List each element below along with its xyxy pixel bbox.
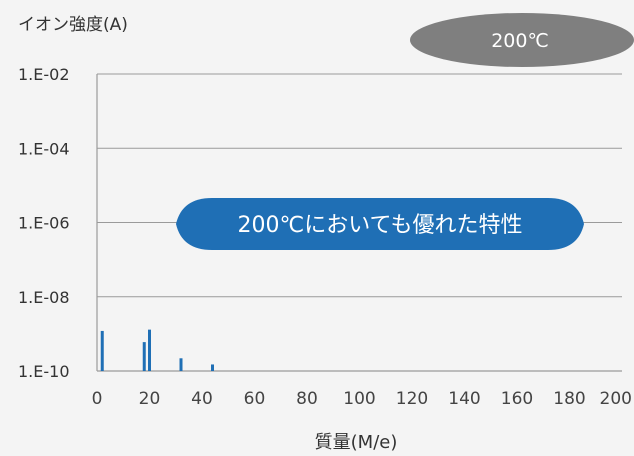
y-tick-label: 1.E-06 bbox=[18, 214, 70, 233]
x-tick-label: 200 bbox=[600, 389, 632, 409]
temperature-badge: 200℃ bbox=[410, 13, 634, 67]
y-tick-label: 1.E-02 bbox=[18, 65, 70, 84]
callout-bubble: 200℃においても優れた特性 bbox=[176, 198, 584, 250]
callout-label: 200℃においても優れた特性 bbox=[238, 213, 523, 238]
x-axis-title: 質量(M/e) bbox=[315, 432, 398, 453]
badge-ellipse bbox=[410, 13, 634, 67]
x-tick-label: 0 bbox=[92, 389, 103, 409]
x-tick-label: 60 bbox=[244, 389, 266, 409]
grid-lines bbox=[97, 73, 622, 298]
data-bar bbox=[179, 358, 183, 371]
y-tick-label: 1.E-10 bbox=[18, 362, 70, 381]
callout-shape bbox=[176, 198, 584, 250]
data-bar bbox=[100, 330, 104, 371]
x-tick-label: 140 bbox=[448, 389, 480, 409]
y-tick-label: 1.E-08 bbox=[18, 288, 70, 307]
data-bars bbox=[100, 329, 214, 371]
y-axis-title: イオン強度(A) bbox=[18, 15, 128, 35]
data-bar bbox=[211, 364, 214, 371]
x-tick-label: 80 bbox=[296, 389, 318, 409]
x-tick-labels: 0 20 40 60 80 100 120 140 160 180 200 bbox=[92, 389, 632, 409]
badge-label: 200℃ bbox=[491, 30, 549, 52]
x-tick-label: 180 bbox=[553, 389, 585, 409]
x-tick-label: 160 bbox=[501, 389, 533, 409]
x-tick-label: 120 bbox=[396, 389, 428, 409]
data-bar bbox=[148, 329, 151, 371]
y-tick-label: 1.E-04 bbox=[18, 139, 70, 158]
data-bar bbox=[142, 342, 146, 371]
x-tick-label: 100 bbox=[343, 389, 375, 409]
x-tick-label: 20 bbox=[139, 389, 161, 409]
y-tick-labels: 1.E-10 1.E-08 1.E-06 1.E-04 1.E-02 bbox=[18, 65, 70, 381]
x-tick-label: 40 bbox=[191, 389, 213, 409]
